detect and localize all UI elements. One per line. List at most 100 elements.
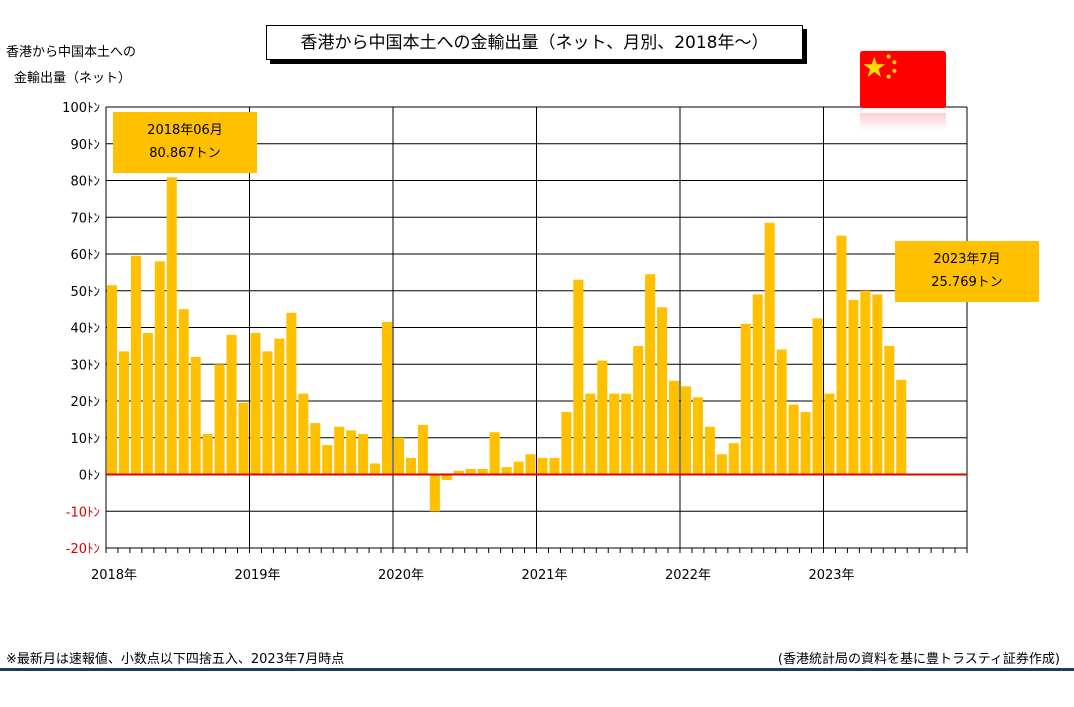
y-tick-label: 40ﾄﾝ — [70, 322, 100, 337]
bar — [238, 402, 249, 475]
bar — [788, 404, 799, 475]
y-tick-label: 20ﾄﾝ — [70, 395, 100, 410]
bar — [800, 412, 811, 475]
chart-bars — [106, 177, 907, 512]
chart-axes: 100ﾄﾝ 90ﾄﾝ 80ﾄﾝ 70ﾄﾝ 60ﾄﾝ 50ﾄﾝ 40ﾄﾝ 30ﾄﾝ 20ﾄﾝ 10ﾄ… — [62, 101, 968, 583]
bar — [657, 307, 668, 475]
y-tick-label: 10ﾄﾝ — [70, 432, 100, 447]
bar — [214, 364, 225, 475]
y-tick-label: 100ﾄﾝ — [62, 101, 100, 116]
x-year-label: 2018年 — [91, 568, 137, 583]
bar — [692, 397, 703, 475]
china-flag-icon — [860, 50, 946, 109]
callout-peak-value: 80.867トン — [149, 146, 221, 161]
bar — [417, 424, 428, 475]
bar — [501, 467, 512, 475]
y-tick-label: 80ﾄﾝ — [70, 175, 100, 190]
bar — [884, 345, 895, 475]
bar — [465, 468, 476, 475]
bar — [621, 393, 632, 475]
bar — [118, 351, 129, 475]
x-year-label: 2019年 — [234, 568, 280, 583]
bar — [142, 333, 153, 475]
callout-latest-value: 25.769トン — [931, 275, 1003, 290]
bar — [752, 294, 763, 475]
y-axis-title: 香港から中国本土への 金輸出量（ネット） — [6, 40, 136, 92]
bar — [298, 393, 309, 475]
bar — [645, 274, 656, 475]
bar — [549, 457, 560, 475]
bar — [525, 454, 536, 475]
bar — [573, 279, 584, 475]
bar — [609, 393, 620, 475]
bar — [441, 474, 452, 481]
bar — [668, 380, 680, 475]
bar — [405, 457, 416, 475]
bar — [453, 470, 464, 475]
callout-latest: 2023年7月 25.769トン — [895, 241, 1039, 302]
bar — [597, 360, 608, 475]
footnote-note: ※最新月は速報値、小数点以下四捨五入、2023年7月時点 — [6, 652, 345, 667]
bar — [262, 351, 273, 475]
y-tick-label: -20ﾄﾝ — [66, 542, 100, 557]
y-tick-label: 50ﾄﾝ — [70, 285, 100, 300]
bar — [776, 349, 787, 475]
bar — [513, 461, 524, 475]
y-axis-title-line2: 金輸出量（ネット） — [14, 71, 132, 86]
bar — [872, 294, 883, 475]
bar — [334, 426, 345, 475]
y-tick-label: -10ﾄﾝ — [66, 505, 100, 520]
y-tick-label: 90ﾄﾝ — [70, 138, 100, 153]
bar — [393, 437, 405, 475]
bar — [633, 345, 644, 475]
y-tick-label: 70ﾄﾝ — [70, 211, 100, 226]
bar — [489, 432, 500, 475]
bar — [764, 222, 775, 475]
bar — [226, 334, 237, 475]
bar — [274, 338, 285, 475]
bar — [286, 312, 297, 475]
callout-peak: 2018年06月 80.867トン — [113, 112, 257, 173]
bar — [848, 299, 859, 475]
bar — [836, 235, 847, 475]
bar — [728, 443, 739, 475]
callout-latest-date: 2023年7月 — [933, 252, 1001, 267]
bar — [346, 430, 357, 475]
bar — [740, 323, 751, 475]
bottom-divider — [0, 668, 1074, 671]
y-tick-label: 30ﾄﾝ — [70, 358, 100, 373]
footnote-source: (香港統計局の資料を基に豊トラスティ証券作成) — [777, 652, 1060, 667]
y-tick-label: 60ﾄﾝ — [70, 248, 100, 263]
x-year-label: 2021年 — [521, 568, 567, 583]
bar — [370, 463, 381, 475]
bar — [381, 321, 393, 475]
flag-reflection — [860, 113, 946, 131]
y-axis-title-line1: 香港から中国本土への — [6, 45, 137, 60]
callout-peak-date: 2018年06月 — [147, 123, 223, 138]
bar — [322, 445, 333, 475]
bar — [250, 333, 261, 475]
bar — [585, 393, 596, 475]
y-tick-label: 0ﾄﾝ — [79, 469, 100, 484]
bar — [310, 423, 321, 475]
bar — [429, 474, 440, 512]
bar — [106, 285, 118, 475]
bar — [537, 457, 548, 475]
x-year-label: 2023年 — [808, 568, 854, 583]
bar — [166, 177, 177, 475]
bar — [154, 261, 165, 475]
bar — [704, 426, 715, 475]
chart-title: 香港から中国本土への金輸出量（ネット、月別、2018年～） — [266, 25, 803, 60]
bar — [190, 356, 201, 475]
bar — [561, 412, 572, 475]
x-year-label: 2020年 — [378, 568, 424, 583]
bar — [178, 309, 189, 475]
bar — [358, 434, 369, 475]
bar — [680, 386, 692, 475]
x-year-label: 2022年 — [665, 568, 711, 583]
bar — [477, 468, 488, 475]
bar — [716, 454, 727, 475]
bar — [130, 255, 141, 475]
bar — [202, 434, 213, 475]
